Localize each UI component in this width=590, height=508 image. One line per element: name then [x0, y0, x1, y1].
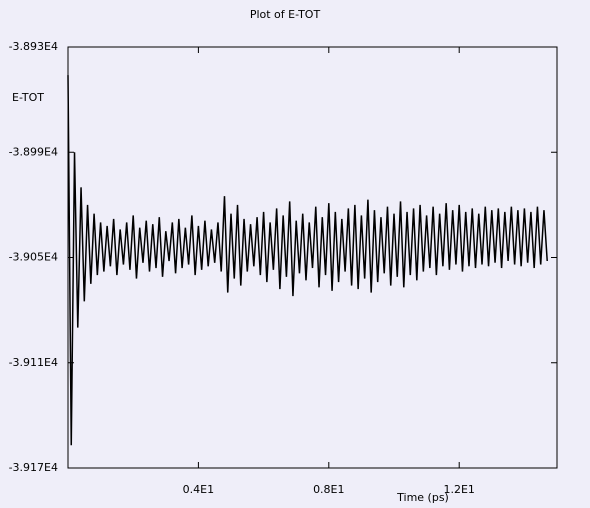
chart-title: Plot of E-TOT: [250, 8, 321, 21]
y-tick-label: -3.899E4: [9, 145, 58, 158]
x-tick-label: 0.8E1: [313, 483, 344, 496]
x-tick-label: 1.2E1: [443, 483, 474, 496]
y-axis-label: E-TOT: [12, 91, 44, 104]
y-tick-label: -3.911E4: [9, 356, 58, 369]
y-tick-label: -3.917E4: [9, 461, 58, 474]
y-tick-label: -3.893E4: [9, 40, 58, 53]
data-line: [67, 75, 548, 446]
y-tick-label: -3.905E4: [9, 251, 58, 264]
x-tick-label: 0.4E1: [183, 483, 214, 496]
x-axis-label: Time (ps): [396, 491, 449, 504]
